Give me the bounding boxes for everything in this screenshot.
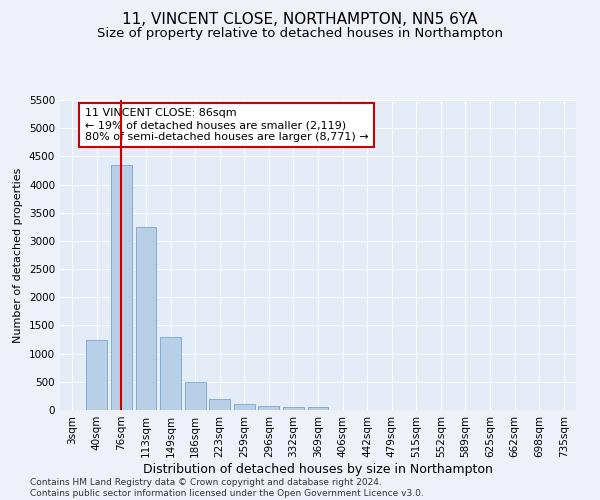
Text: Contains HM Land Registry data © Crown copyright and database right 2024.
Contai: Contains HM Land Registry data © Crown c… [30,478,424,498]
Bar [308,407,328,410]
Bar [259,406,280,410]
Text: 11 VINCENT CLOSE: 86sqm
← 19% of detached houses are smaller (2,119)
80% of semi: 11 VINCENT CLOSE: 86sqm ← 19% of detache… [85,108,368,142]
Bar [185,382,206,410]
Bar [209,398,230,410]
Y-axis label: Number of detached properties: Number of detached properties [13,168,23,342]
Bar [160,336,181,410]
Text: 11, VINCENT CLOSE, NORTHAMPTON, NN5 6YA: 11, VINCENT CLOSE, NORTHAMPTON, NN5 6YA [122,12,478,28]
Bar [111,165,132,410]
Bar [283,407,304,410]
X-axis label: Distribution of detached houses by size in Northampton: Distribution of detached houses by size … [143,462,493,475]
Bar [234,404,255,410]
Text: Size of property relative to detached houses in Northampton: Size of property relative to detached ho… [97,28,503,40]
Bar [136,227,157,410]
Bar [86,340,107,410]
